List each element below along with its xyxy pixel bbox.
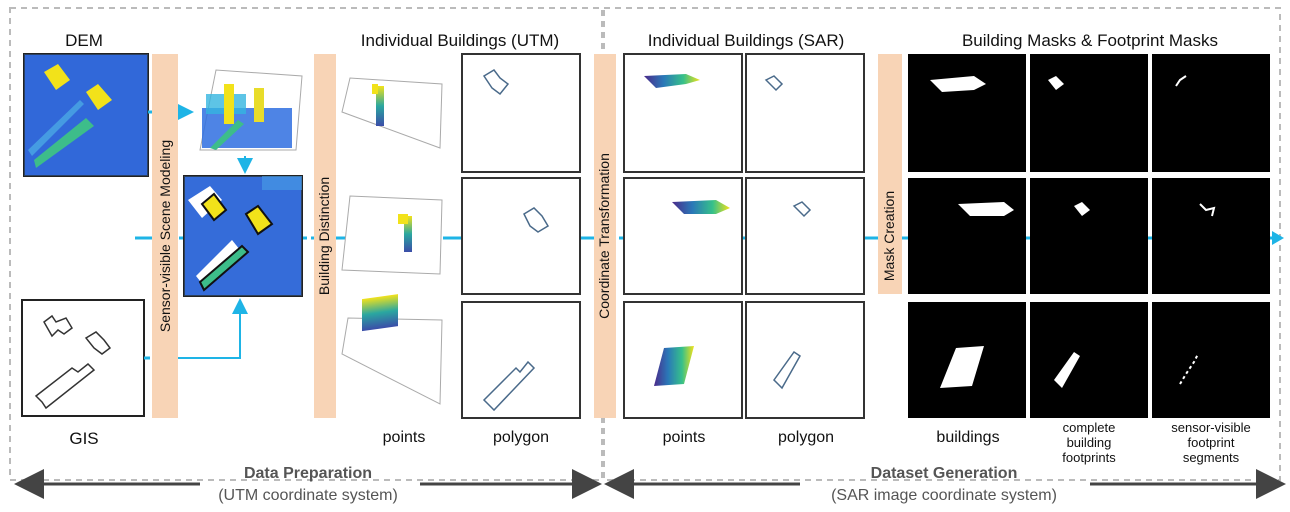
segment-mask-2 bbox=[1199, 203, 1216, 217]
mask-creation-label: Mask Creation bbox=[881, 191, 897, 281]
sar-points-label: points bbox=[663, 429, 706, 446]
building-distinction-label: Building Distinction bbox=[316, 177, 332, 295]
complete-label-2: building bbox=[1067, 435, 1112, 450]
main-flow-arrowhead bbox=[1272, 231, 1284, 245]
scene-modeling-label: Sensor-visible Scene Modeling bbox=[157, 140, 173, 332]
building-mask-1 bbox=[930, 76, 986, 92]
utm-points-2 bbox=[341, 195, 443, 275]
mask-creation-band bbox=[878, 54, 902, 294]
complete-label-1: complete bbox=[1063, 420, 1116, 435]
utm-points-3 bbox=[341, 294, 443, 405]
dem-image bbox=[23, 53, 149, 177]
visible-label-2: footprint bbox=[1188, 435, 1235, 450]
dataset-gen-label: Dataset Generation bbox=[871, 465, 1018, 482]
mask-grid bbox=[908, 54, 1270, 418]
building-mask-2 bbox=[958, 202, 1014, 216]
gis-image bbox=[21, 299, 145, 417]
coordinate-transformation-label: Coordinate Transformation bbox=[596, 153, 612, 319]
utm-polygon-1 bbox=[461, 53, 581, 173]
data-prep-sub-label: (UTM coordinate system) bbox=[218, 487, 398, 504]
sar-points-3 bbox=[623, 301, 743, 419]
segment-mask-3 bbox=[1179, 353, 1199, 385]
footprint-mask-1 bbox=[1048, 76, 1064, 90]
utm-points-1 bbox=[341, 77, 443, 149]
building-mask-3 bbox=[940, 346, 984, 388]
building-distinction-band bbox=[314, 54, 336, 418]
dem-label: DEM bbox=[65, 31, 103, 50]
utm-polygon-2 bbox=[461, 177, 581, 295]
gis-to-scene-arrow bbox=[178, 298, 248, 359]
sar-points-1 bbox=[623, 53, 743, 173]
segment-mask-1 bbox=[1175, 75, 1187, 87]
utm-points-label: points bbox=[383, 429, 426, 446]
individual-utm-title: Individual Buildings (UTM) bbox=[361, 31, 559, 50]
sar-polygon-label: polygon bbox=[778, 429, 834, 446]
visible-label-1: sensor-visible bbox=[1171, 420, 1250, 435]
buildings-label: buildings bbox=[936, 429, 999, 446]
sar-polygon-2 bbox=[745, 177, 865, 295]
utm-polygon-3 bbox=[461, 301, 581, 419]
coordinate-transformation-band bbox=[594, 54, 616, 418]
visible-scene-image bbox=[183, 175, 303, 297]
footprint-mask-2 bbox=[1074, 202, 1090, 216]
individual-sar-title: Individual Buildings (SAR) bbox=[648, 31, 845, 50]
complete-label-3: footprints bbox=[1062, 450, 1116, 465]
gis-label: GIS bbox=[69, 429, 98, 448]
sar-points-2 bbox=[623, 177, 743, 295]
dataset-gen-sub-label: (SAR image coordinate system) bbox=[831, 487, 1057, 504]
masks-title: Building Masks & Footprint Masks bbox=[962, 31, 1218, 50]
data-prep-label: Data Preparation bbox=[244, 465, 372, 482]
footprint-mask-3 bbox=[1054, 352, 1080, 388]
utm-polygon-label: polygon bbox=[493, 429, 549, 446]
visible-label-3: segments bbox=[1183, 450, 1240, 465]
sar-polygon-3 bbox=[745, 301, 865, 419]
sar-polygon-1 bbox=[745, 53, 865, 173]
scene-3d-image bbox=[199, 69, 303, 151]
scene-modeling-band bbox=[152, 54, 178, 418]
